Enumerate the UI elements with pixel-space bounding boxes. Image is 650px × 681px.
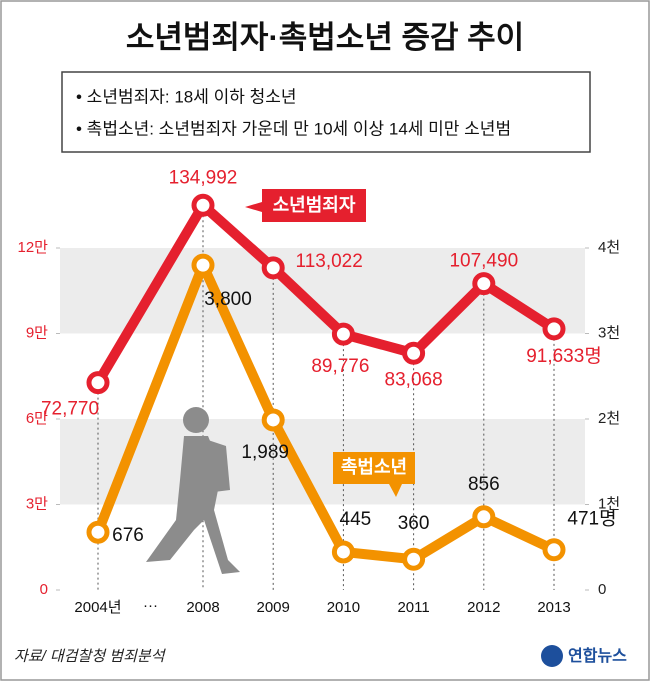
y2-tick-label: 2천 — [598, 410, 620, 427]
data-label: 91,633명 — [526, 345, 602, 367]
source: 자료/ 대검찰청 범죄분석 — [14, 648, 167, 665]
point — [331, 540, 355, 564]
point — [191, 253, 215, 277]
point — [542, 317, 566, 341]
x-gap-label: ··· — [143, 597, 158, 614]
silhouette — [146, 407, 240, 574]
y2-tick-label: 0 — [598, 581, 606, 598]
point — [261, 256, 285, 280]
y2-tick-label: 4천 — [598, 239, 620, 256]
data-label: 113,022 — [296, 251, 363, 272]
y-tick-label: 0 — [40, 581, 48, 598]
y-tick-label: 6만 — [26, 410, 48, 427]
data-label: 445 — [340, 509, 372, 530]
x-tick-label: 2008 — [186, 599, 219, 616]
point — [402, 547, 426, 571]
data-label: 3,800 — [204, 289, 252, 310]
x-tick-label: 2011 — [397, 599, 429, 616]
point — [472, 505, 496, 529]
data-label: 676 — [112, 525, 144, 546]
point — [542, 538, 566, 562]
x-tick-label: 2004년 — [74, 599, 121, 616]
brand-icon — [541, 645, 563, 667]
chart-title: 소년범죄자·촉법소년 증감 추이 — [126, 20, 524, 55]
data-label: 89,776 — [311, 356, 369, 377]
data-label: 1,989 — [241, 442, 289, 463]
data-label: 360 — [398, 513, 430, 534]
x-tick-label: 2012 — [467, 599, 500, 616]
y2-tick-label: 3천 — [598, 324, 620, 341]
silhouette-bag — [208, 440, 230, 492]
note: • 소년범죄자: 18세 이하 청소년 — [76, 87, 297, 106]
data-label: 72,770 — [41, 399, 99, 420]
note: • 촉법소년: 소년범죄자 가운데 만 10세 이상 14세 미만 소년범 — [76, 119, 511, 138]
brand: 연합뉴스 — [568, 647, 627, 665]
legend-label: 촉법소년 — [341, 457, 407, 477]
point — [472, 272, 496, 296]
point — [86, 371, 110, 395]
y-tick-label: 3만 — [26, 495, 48, 512]
y-tick-label: 12만 — [18, 239, 49, 256]
silhouette-head — [183, 407, 209, 433]
data-label: 856 — [468, 474, 500, 495]
y-tick-label: 9만 — [26, 324, 48, 341]
point — [402, 341, 426, 365]
x-tick-label: 2010 — [327, 599, 360, 616]
data-label: 134,992 — [169, 167, 238, 188]
x-tick-label: 2013 — [537, 599, 570, 616]
point — [331, 322, 355, 346]
data-label: 471명 — [567, 508, 616, 530]
data-label: 83,068 — [385, 369, 443, 390]
point — [261, 408, 285, 432]
y2-tick-label: 1천 — [598, 495, 620, 512]
point — [86, 520, 110, 544]
x-tick-label: 2009 — [257, 599, 290, 616]
legend-label: 소년범죄자 — [273, 195, 356, 215]
data-label: 107,490 — [449, 251, 518, 272]
point — [191, 193, 215, 217]
note-box — [61, 71, 591, 153]
legend-box — [245, 189, 366, 222]
legend-box — [333, 452, 415, 497]
grid-band — [60, 419, 585, 505]
